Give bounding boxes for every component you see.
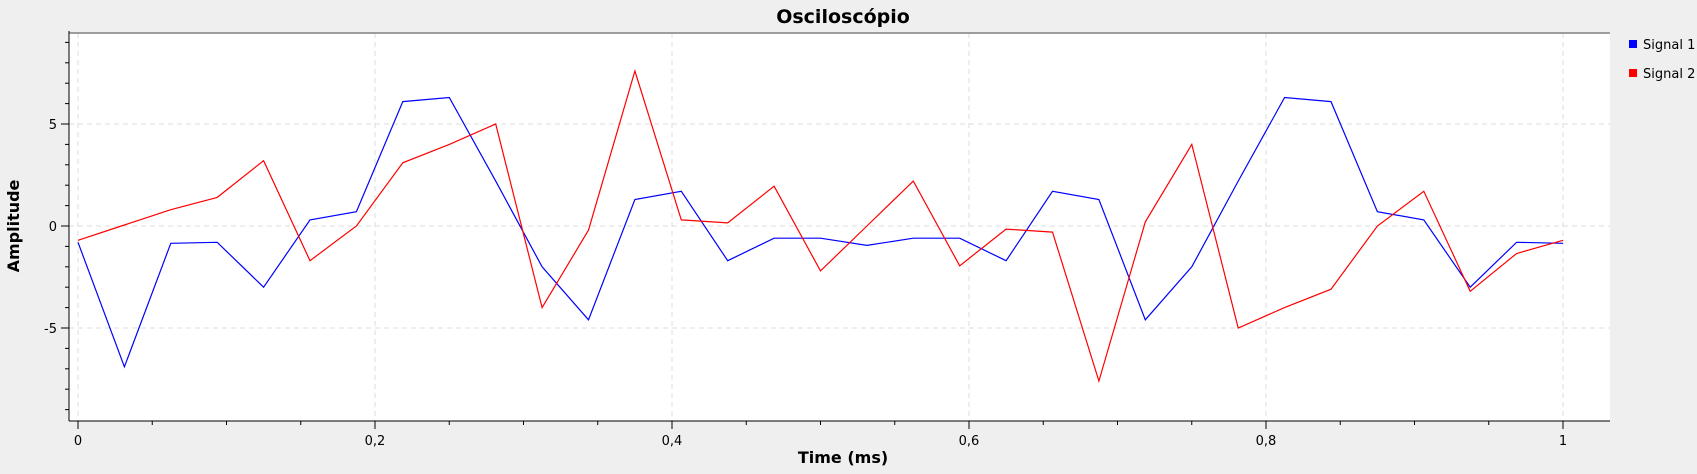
y-tick-label: -5 [44,322,57,337]
x-tick-label: 0 [74,434,82,449]
legend: Signal 1 Signal 2 [1629,38,1695,82]
y-axis-title: Amplitude [4,179,23,272]
axes [61,31,1610,429]
series-line-1 [77,96,1564,369]
tick-labels: 0 0,2 0,4 0,6 0,8 1 -5 0 5 [44,118,1567,449]
chart-title: Osciloscópio [776,6,910,28]
grid [69,33,1610,421]
x-axis-title: Time (ms) [798,448,888,467]
x-tick-label: 1 [1559,434,1567,449]
legend-swatch [1629,40,1637,48]
series-line-2 [77,68,1564,384]
legend-label: Signal 1 [1643,38,1695,53]
y-tick-label: 5 [49,118,57,133]
x-tick-label: 0,4 [662,434,683,449]
legend-swatch [1629,69,1637,77]
y-tick-label: 0 [49,220,57,235]
series-lines [77,68,1564,384]
plot-area [69,33,1610,421]
x-tick-label: 0,8 [1256,434,1277,449]
x-tick-label: 0,6 [959,434,980,449]
legend-label: Signal 2 [1643,67,1695,82]
x-tick-label: 0,2 [365,434,386,449]
